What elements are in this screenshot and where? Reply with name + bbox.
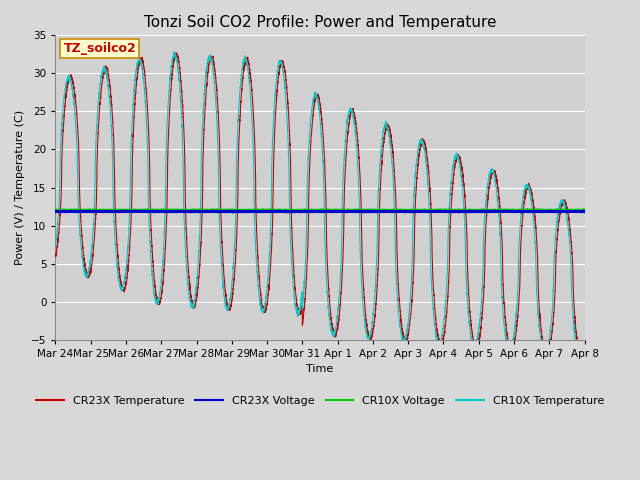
X-axis label: Time: Time xyxy=(307,364,333,374)
Title: Tonzi Soil CO2 Profile: Power and Temperature: Tonzi Soil CO2 Profile: Power and Temper… xyxy=(144,15,496,30)
Text: TZ_soilco2: TZ_soilco2 xyxy=(63,42,136,55)
Legend: CR23X Temperature, CR23X Voltage, CR10X Voltage, CR10X Temperature: CR23X Temperature, CR23X Voltage, CR10X … xyxy=(31,391,609,410)
Y-axis label: Power (V) / Temperature (C): Power (V) / Temperature (C) xyxy=(15,110,26,265)
